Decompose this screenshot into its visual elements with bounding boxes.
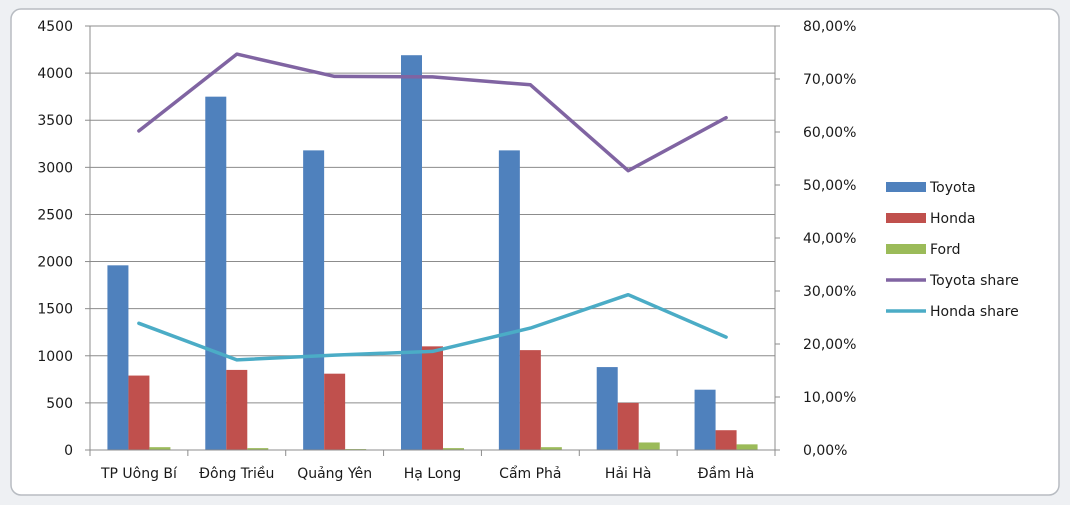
- bar-toyota-cam-pha: [498, 150, 520, 450]
- x-tick-label: Cẩm Phả: [499, 465, 561, 482]
- right-tick-label: 40,00%: [803, 231, 856, 247]
- chart-area: [10, 8, 1060, 496]
- legend-label: Toyota share: [929, 273, 1019, 289]
- right-tick-label: 10,00%: [803, 390, 856, 406]
- left-tick-label: 1000: [37, 349, 73, 365]
- right-tick-label: 50,00%: [803, 178, 856, 194]
- legend-label: Honda: [930, 211, 975, 227]
- left-tick-label: 500: [46, 396, 73, 412]
- bar-honda-cam-pha: [519, 350, 541, 450]
- bar-honda-ha-long: [422, 346, 443, 450]
- x-tick-label: Hải Hà: [605, 466, 652, 482]
- legend-item-honda: Honda: [886, 211, 975, 227]
- right-tick-label: 20,00%: [803, 337, 856, 353]
- right-tick-label: 0,00%: [803, 443, 847, 459]
- x-tick-label: Quảng Yên: [297, 466, 372, 482]
- left-tick-label: 1500: [37, 302, 73, 318]
- x-tick-label: Đông Triều: [199, 465, 274, 482]
- legend-label: Toyota: [929, 180, 976, 196]
- bar-toyota-ha-long: [401, 55, 422, 450]
- bar-toyota-dam-ha: [694, 389, 716, 450]
- right-tick-label: 80,00%: [803, 19, 856, 35]
- left-tick-label: 3000: [37, 160, 73, 176]
- bar-toyota-hai-ha: [596, 367, 618, 450]
- bar-honda-tp-uong-bi: [128, 375, 150, 450]
- bars: [107, 55, 758, 451]
- bar-honda-dong-trieu: [226, 369, 248, 450]
- bar-ford-hai-ha: [638, 442, 660, 450]
- legend-swatch: [886, 182, 926, 192]
- bar-ford-cam-pha: [540, 447, 562, 450]
- bar-toyota-dong-trieu: [205, 96, 227, 451]
- bar-ford-ha-long: [443, 448, 464, 450]
- axes: 0 500 1000 1500 2000 2500 3000 3500 4000 4500 0,00…: [37, 19, 856, 482]
- bar-toyota-quang-yen: [303, 150, 325, 450]
- legend: Toyota Honda Ford Toyota share Honda share: [886, 180, 1019, 320]
- bar-ford-dam-ha: [736, 444, 758, 450]
- legend-item-toyota: Toyota: [886, 180, 976, 196]
- legend-item-toyota-share: Toyota share: [886, 273, 1019, 289]
- left-tick-label: 0: [64, 443, 73, 459]
- legend-item-ford: Ford: [886, 242, 961, 258]
- bar-toyota-tp-uong-bi: [107, 265, 129, 450]
- right-tick-label: 60,00%: [803, 125, 856, 141]
- legend-label: Ford: [930, 242, 961, 258]
- legend-label: Honda share: [930, 304, 1019, 320]
- bar-honda-hai-ha: [617, 402, 639, 450]
- right-tick-label: 70,00%: [803, 72, 856, 88]
- left-tick-label: 4500: [37, 19, 73, 35]
- bar-ford-tp-uong-bi: [149, 447, 171, 450]
- right-tick-label: 30,00%: [803, 284, 856, 300]
- left-tick-label: 2500: [37, 207, 73, 223]
- x-tick-label: TP Uông Bí: [100, 466, 178, 482]
- left-tick-label: 2000: [37, 255, 73, 271]
- bar-honda-quang-yen: [324, 373, 346, 450]
- bar-honda-dam-ha: [715, 430, 737, 450]
- legend-swatch: [886, 244, 926, 254]
- lines: [137, 52, 728, 362]
- legend-item-honda-share: Honda share: [886, 304, 1019, 320]
- left-tick-label: 4000: [37, 66, 73, 82]
- x-tick-label: Hạ Long: [404, 466, 461, 482]
- x-tick-label: Đầm Hà: [698, 466, 755, 482]
- left-tick-label: 3500: [37, 113, 73, 129]
- legend-swatch: [886, 213, 926, 223]
- bar-ford-dong-trieu: [247, 448, 269, 450]
